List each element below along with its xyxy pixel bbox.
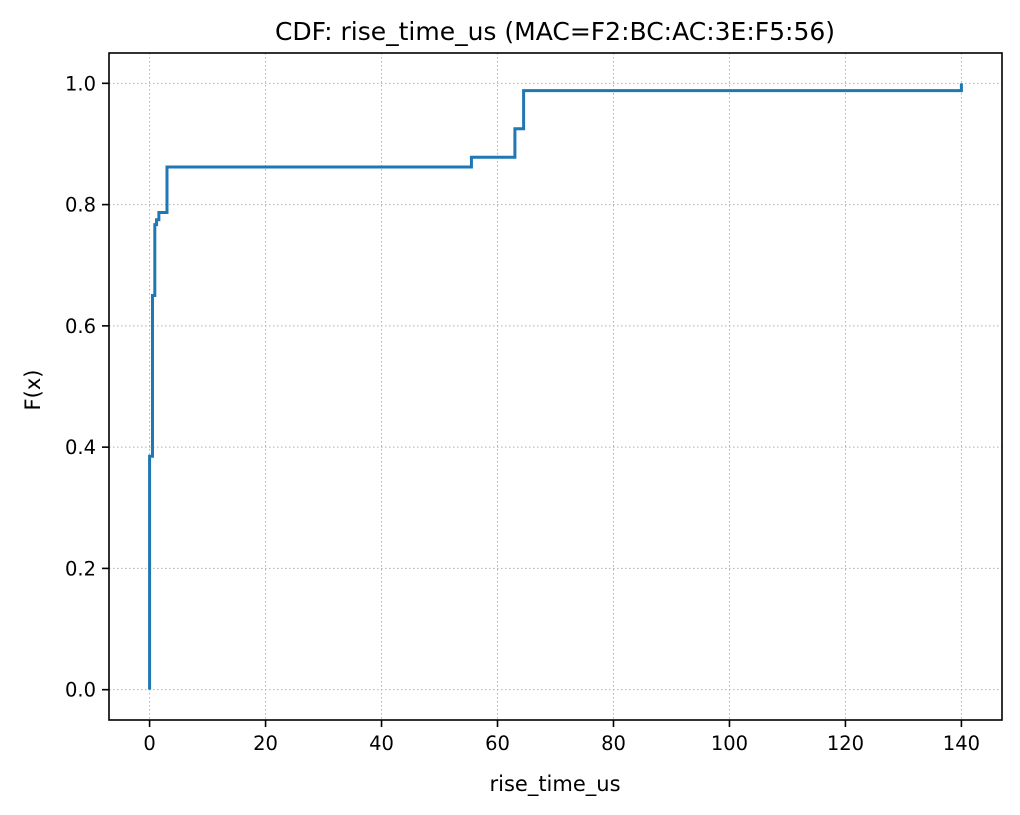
x-axis-label: rise_time_us (489, 772, 620, 797)
x-tick-label: 20 (253, 732, 278, 755)
y-axis-label: F(x) (21, 370, 45, 411)
x-tick-label: 140 (943, 732, 980, 755)
x-tick-label: 60 (485, 732, 510, 755)
x-axis-ticks: 0 20 40 60 80 100 120 140 (143, 720, 980, 755)
y-tick-label: 0.8 (65, 194, 96, 217)
x-tick-label: 0 (143, 732, 155, 755)
grid (109, 53, 1002, 720)
y-tick-label: 1.0 (65, 72, 96, 95)
y-tick-label: 0.4 (65, 436, 96, 459)
y-tick-label: 0.6 (65, 315, 96, 338)
x-tick-label: 100 (711, 732, 748, 755)
x-tick-label: 80 (601, 732, 626, 755)
y-tick-label: 0.0 (65, 679, 96, 702)
series-layer (148, 83, 963, 690)
x-tick-label: 120 (827, 732, 864, 755)
plot-frame (108, 52, 1003, 721)
chart-title: CDF: rise_time_us (MAC=F2:BC:AC:3E:F5:56… (275, 17, 835, 46)
x-tick-label: 40 (369, 732, 394, 755)
y-tick-label: 0.2 (65, 557, 96, 580)
y-axis-ticks: 0.0 0.2 0.4 0.6 0.8 1.0 (65, 72, 109, 702)
cdf-step-line (148, 83, 963, 690)
